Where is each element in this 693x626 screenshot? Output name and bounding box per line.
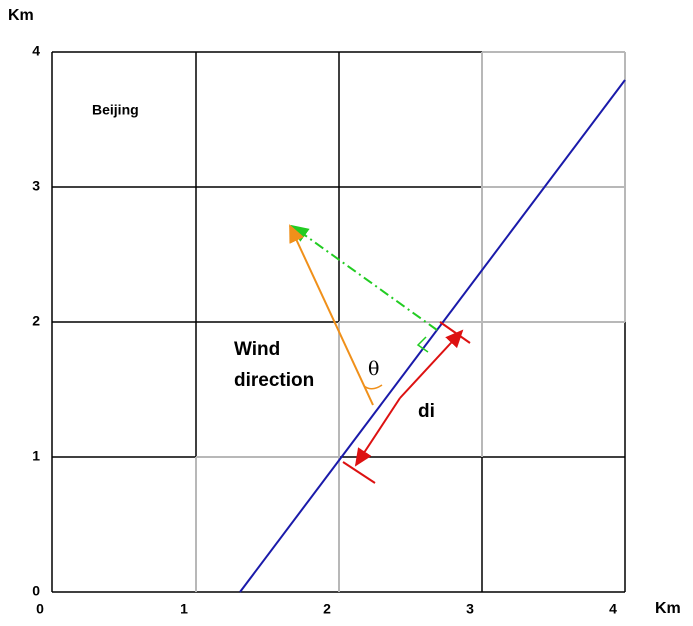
x-tick-label: 4 bbox=[609, 601, 617, 617]
x-unit: Km bbox=[655, 600, 681, 617]
x-tick-label: 3 bbox=[466, 601, 474, 617]
right-angle bbox=[416, 336, 429, 353]
distance-end bbox=[342, 461, 376, 484]
angle-arc bbox=[363, 384, 383, 390]
y-tick-label: 4 bbox=[32, 43, 40, 59]
x-tick-label: 2 bbox=[323, 601, 331, 617]
perpendicular-line bbox=[290, 224, 438, 331]
y-tick-label: 2 bbox=[32, 313, 40, 329]
wind-arrow bbox=[289, 224, 374, 406]
distance-label: di bbox=[418, 401, 435, 422]
y-unit: Km bbox=[8, 7, 34, 24]
distance-end bbox=[439, 321, 471, 344]
x-tick-label: 0 bbox=[36, 601, 44, 617]
distance-arrow bbox=[354, 397, 401, 467]
angle-label: θ bbox=[368, 358, 379, 380]
x-tick-label: 1 bbox=[180, 601, 188, 617]
wind-label: Wind bbox=[234, 339, 280, 360]
city-label: Beijing bbox=[92, 102, 139, 118]
grid-gray bbox=[195, 51, 626, 592]
distance-arrow bbox=[399, 329, 464, 399]
y-tick-label: 1 bbox=[32, 448, 40, 464]
y-tick-label: 3 bbox=[32, 178, 40, 194]
wind-label: direction bbox=[234, 370, 314, 391]
y-tick-label: 0 bbox=[32, 583, 40, 599]
road-line bbox=[239, 79, 626, 593]
